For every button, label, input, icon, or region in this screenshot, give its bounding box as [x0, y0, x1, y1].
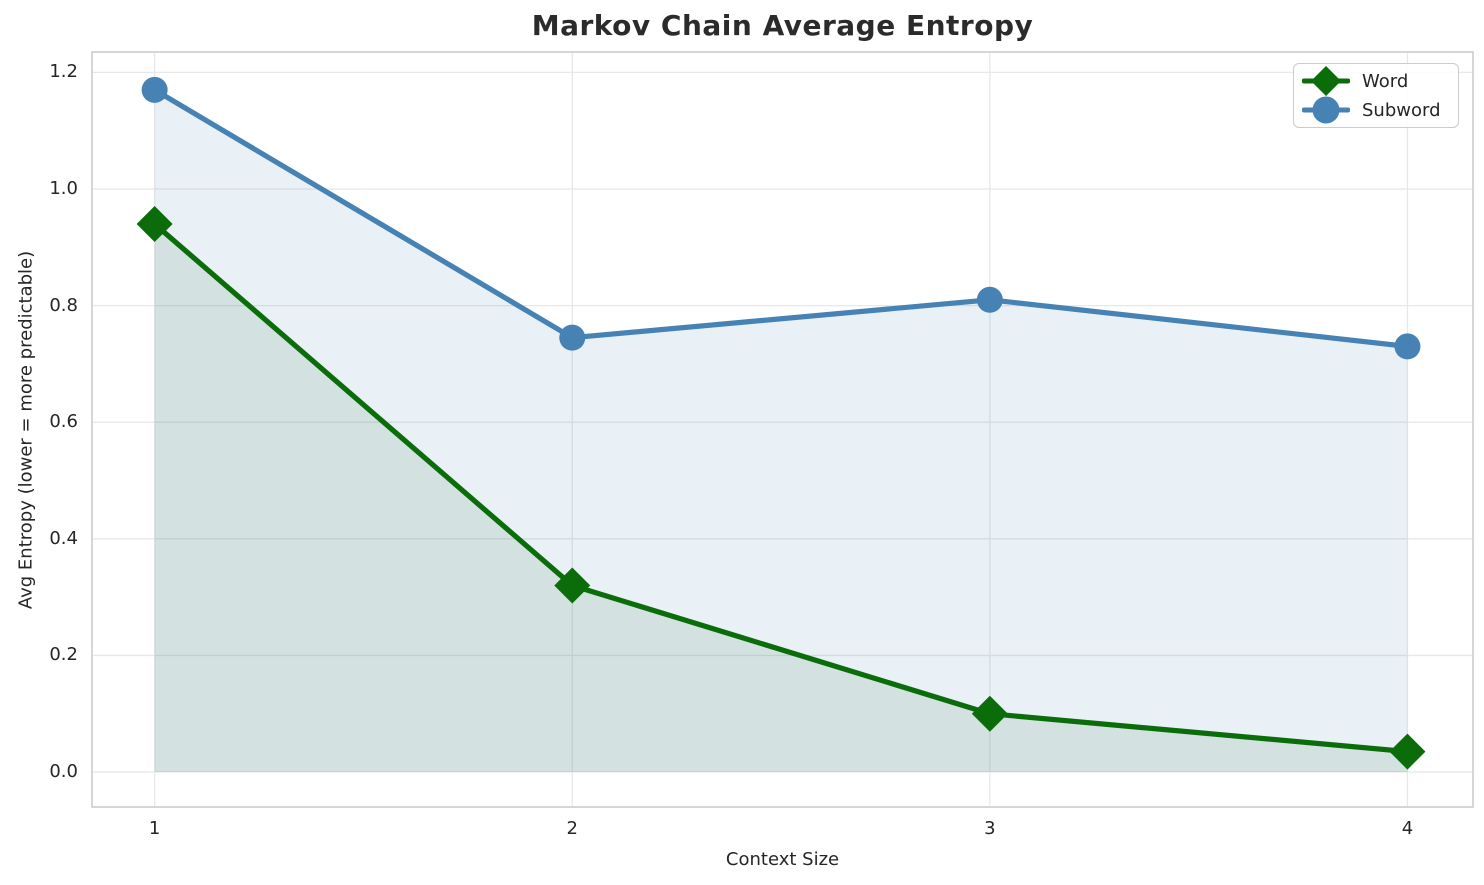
y-tick-label: 0.6: [49, 411, 78, 433]
y-axis-label: Avg Entropy (lower = more predictable): [15, 250, 37, 610]
marker-diamond-word: [136, 205, 173, 242]
y-tick-label: 0.8: [49, 294, 78, 316]
marker-diamond-word: [1389, 733, 1426, 770]
marker-circle-subword: [976, 286, 1003, 313]
y-tick-label: 0.2: [49, 644, 78, 666]
axes-frame: [91, 51, 1474, 808]
area-fill-subword: [154, 89, 1408, 773]
x-tick-label: 4: [1401, 818, 1414, 839]
word-line-diamond-icon: [1302, 66, 1350, 96]
marker-circle-subword: [559, 324, 586, 351]
line-word: [152, 221, 1411, 755]
legend: Word Subword: [1293, 63, 1459, 128]
legend-label-word: Word: [1362, 70, 1409, 92]
subword-line-circle-icon: [1302, 96, 1350, 124]
gridlines: [92, 52, 1473, 807]
line-subword: [152, 87, 1411, 350]
y-tick-label: 1.2: [49, 61, 78, 83]
legend-label-subword: Subword: [1362, 99, 1441, 121]
chart-title: Markov Chain Average Entropy: [531, 9, 1034, 42]
y-tick-label: 0.0: [49, 761, 78, 783]
legend-item-subword: Subword: [1302, 96, 1450, 125]
marker-diamond-word: [554, 567, 591, 604]
marker-circle-subword: [1394, 333, 1421, 360]
x-tick-label: 3: [984, 818, 996, 839]
x-tick-label: 1: [148, 818, 161, 839]
marker-circle-subword: [141, 76, 168, 103]
legend-item-word: Word: [1302, 66, 1450, 96]
y-tick-label: 0.4: [49, 527, 78, 549]
x-axis-label: Context Size: [725, 849, 840, 870]
area-fill-word: [154, 223, 1408, 773]
x-tick-label: 2: [566, 818, 578, 839]
y-tick-label: 1.0: [49, 178, 78, 199]
marker-diamond-word: [971, 695, 1008, 732]
